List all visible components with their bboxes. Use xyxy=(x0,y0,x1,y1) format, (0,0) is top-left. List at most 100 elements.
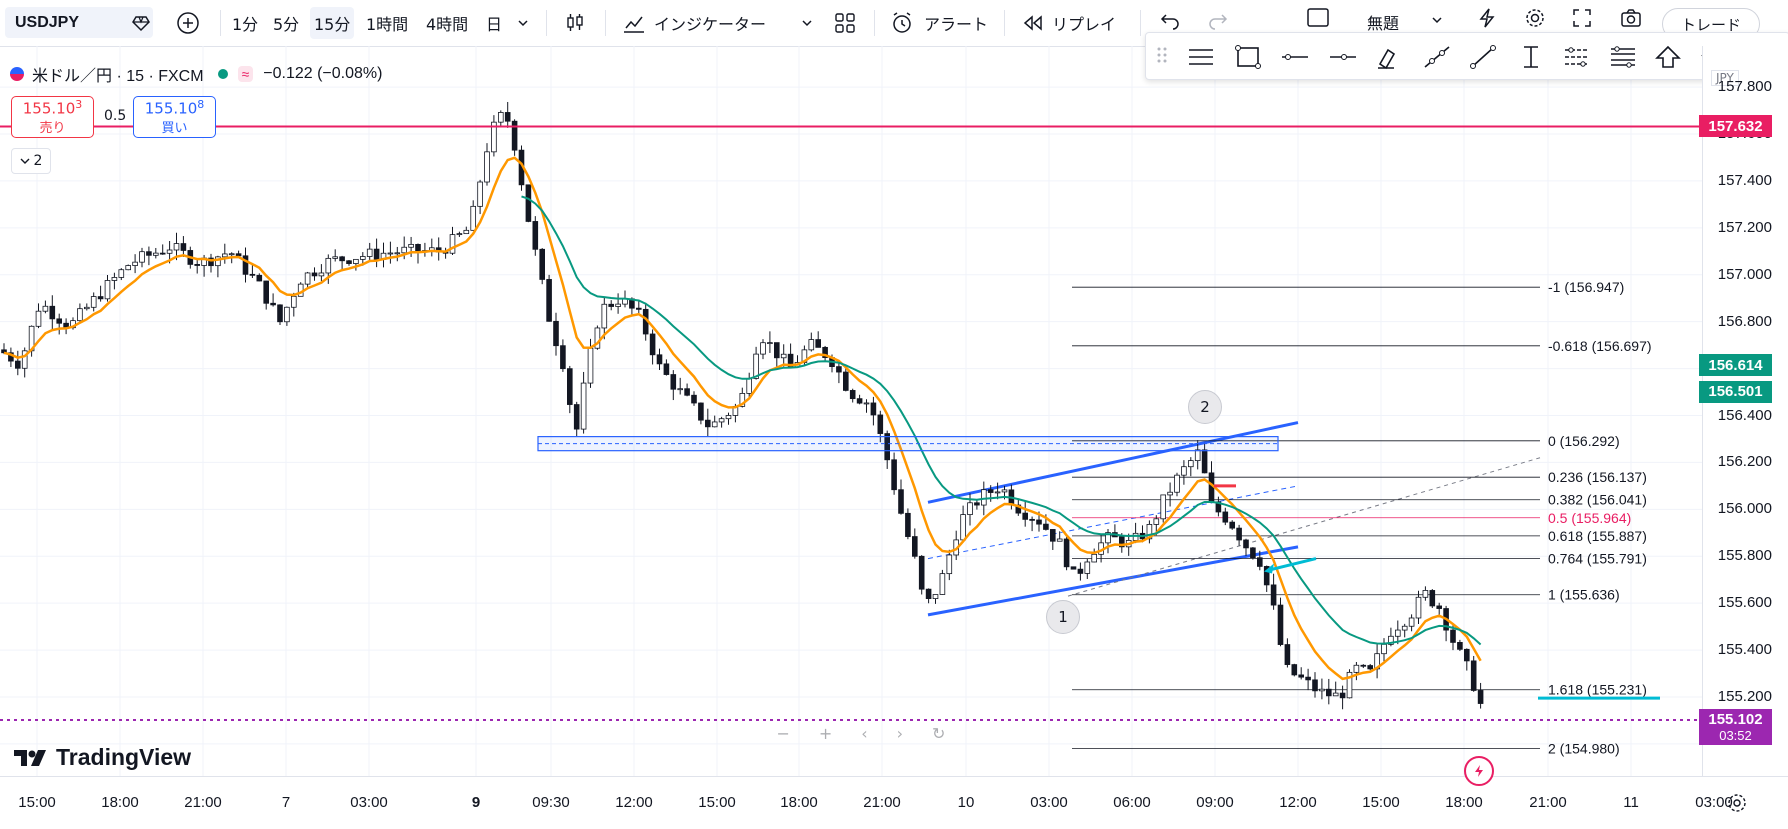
interval-4h[interactable]: 4時間 xyxy=(426,15,469,34)
candle xyxy=(849,388,856,403)
price-tag: 157.632 xyxy=(1699,115,1772,138)
candle xyxy=(477,179,483,215)
candle xyxy=(573,401,580,437)
undo-icon[interactable] xyxy=(1160,4,1180,36)
candle xyxy=(1395,620,1401,645)
interval-dropdown-chevron-icon[interactable] xyxy=(516,7,530,39)
interval-1m[interactable]: 1分 xyxy=(232,15,259,34)
rectangle-icon[interactable] xyxy=(1234,44,1262,70)
candle xyxy=(822,345,828,362)
horizontal-lines-icon[interactable] xyxy=(1186,44,1216,70)
realtime-lightning-icon[interactable] xyxy=(1464,756,1494,786)
candle xyxy=(594,325,601,350)
interval-day[interactable]: 日 xyxy=(486,15,503,34)
candle xyxy=(373,238,380,268)
indicators-button[interactable]: インジケーター xyxy=(622,7,766,39)
drag-handle-icon[interactable] xyxy=(1156,44,1168,66)
channel-lower[interactable] xyxy=(927,545,1299,617)
candle xyxy=(1353,661,1360,681)
candle xyxy=(1284,638,1291,668)
candle xyxy=(366,242,373,262)
buy-button[interactable]: 155.108 買い xyxy=(133,96,216,138)
layouts-grid-icon[interactable] xyxy=(834,7,856,39)
candle xyxy=(311,267,318,281)
support-zone[interactable] xyxy=(537,436,1279,452)
scroll-right-icon[interactable]: › xyxy=(896,723,904,743)
candle xyxy=(925,588,932,604)
fib-level-label: 0.618 (155.887) xyxy=(1548,528,1647,544)
channel-upper[interactable] xyxy=(927,421,1299,504)
replay-label: リプレイ xyxy=(1052,15,1117,34)
indicators-icon xyxy=(624,16,644,33)
candle xyxy=(656,348,663,371)
candle xyxy=(836,360,842,384)
time-tick: 18:00 xyxy=(1445,794,1483,811)
fibonacci-extension[interactable]: -1 (156.947) -0.618 (156.697) 0 (156.292) 0… xyxy=(1072,279,1652,757)
time-axis[interactable] xyxy=(0,776,1788,829)
scroll-left-icon[interactable]: ‹ xyxy=(861,723,868,743)
currency-badge[interactable]: JPY xyxy=(1711,70,1739,86)
ray-icon[interactable] xyxy=(1280,44,1310,70)
extended-line-icon[interactable] xyxy=(1422,44,1452,70)
candle xyxy=(525,184,532,223)
trend-channel[interactable] xyxy=(927,421,1541,617)
wave-marker-2[interactable]: 2 xyxy=(1188,390,1222,424)
interval-15m[interactable]: 15分 xyxy=(310,7,355,39)
add-symbol-icon[interactable] xyxy=(176,7,200,39)
highlighter-icon[interactable] xyxy=(1374,44,1404,70)
settings-gear-icon[interactable] xyxy=(1524,2,1546,34)
wave-marker-1[interactable]: 1 xyxy=(1046,600,1080,634)
zoom-out-icon[interactable]: − xyxy=(776,723,790,743)
fullscreen-box-icon[interactable] xyxy=(1306,2,1330,34)
trend-line-icon[interactable] xyxy=(1468,44,1498,70)
candle xyxy=(63,318,69,335)
layout-name[interactable]: 無題 xyxy=(1367,14,1400,33)
fib-retracement-icon[interactable] xyxy=(1608,44,1638,70)
candle xyxy=(491,115,497,157)
signal-arrow[interactable] xyxy=(1267,557,1317,572)
candle xyxy=(332,249,338,262)
axis-settings-gear-icon[interactable] xyxy=(1726,792,1748,818)
sell-button[interactable]: 155.103 売り xyxy=(11,96,94,138)
interval-1h[interactable]: 1時間 xyxy=(366,15,409,34)
candle xyxy=(97,285,104,302)
candle xyxy=(463,226,470,235)
redo-icon[interactable] xyxy=(1208,4,1228,36)
bar-countdown: 03:52 xyxy=(1719,727,1752,743)
candle xyxy=(90,292,97,312)
fib-level-label: 2 (154.980) xyxy=(1548,741,1620,757)
horizontal-ray-icon[interactable] xyxy=(1328,44,1358,70)
parallel-channel-icon[interactable] xyxy=(1562,44,1592,70)
alert-button[interactable]: アラート xyxy=(890,7,988,39)
symbol-search[interactable]: USDJPY xyxy=(5,7,153,38)
layout-chevron-icon[interactable] xyxy=(1430,4,1444,36)
lightning-icon[interactable] xyxy=(1476,2,1498,34)
candle xyxy=(808,332,815,352)
replay-button[interactable]: リプレイ xyxy=(1022,7,1116,39)
indicators-dropdown-chevron-icon[interactable] xyxy=(800,7,814,39)
candle xyxy=(1270,573,1277,610)
price-chart[interactable]: -1 (156.947) -0.618 (156.697) 0 (156.292) 0… xyxy=(0,46,1702,776)
camera-icon[interactable] xyxy=(1620,2,1642,34)
indicators-toggle[interactable]: 2 xyxy=(11,148,51,174)
candle xyxy=(1298,667,1305,680)
candle xyxy=(1146,520,1153,544)
fullscreen-icon[interactable] xyxy=(1572,2,1592,34)
annotations[interactable] xyxy=(0,125,1702,721)
reset-icon[interactable]: ↻ xyxy=(932,723,946,743)
candle xyxy=(918,555,925,595)
vertical-text-icon[interactable] xyxy=(1516,44,1546,70)
tradingview-watermark[interactable]: TradingView xyxy=(14,744,191,771)
time-tick: 15:00 xyxy=(698,794,736,811)
diamond-icon[interactable] xyxy=(131,7,151,39)
candle xyxy=(1091,548,1098,563)
candles-icon[interactable] xyxy=(564,7,586,39)
arrow-up-icon[interactable] xyxy=(1654,44,1682,70)
us-flag-icon xyxy=(10,67,24,81)
price-axis[interactable] xyxy=(1702,46,1788,776)
candle xyxy=(780,344,787,367)
candle xyxy=(1229,520,1236,530)
zoom-in-icon[interactable]: + xyxy=(818,723,833,743)
chart-nav-controls[interactable]: − + ‹ › ↻ xyxy=(762,718,960,748)
interval-5m[interactable]: 5分 xyxy=(273,15,300,34)
